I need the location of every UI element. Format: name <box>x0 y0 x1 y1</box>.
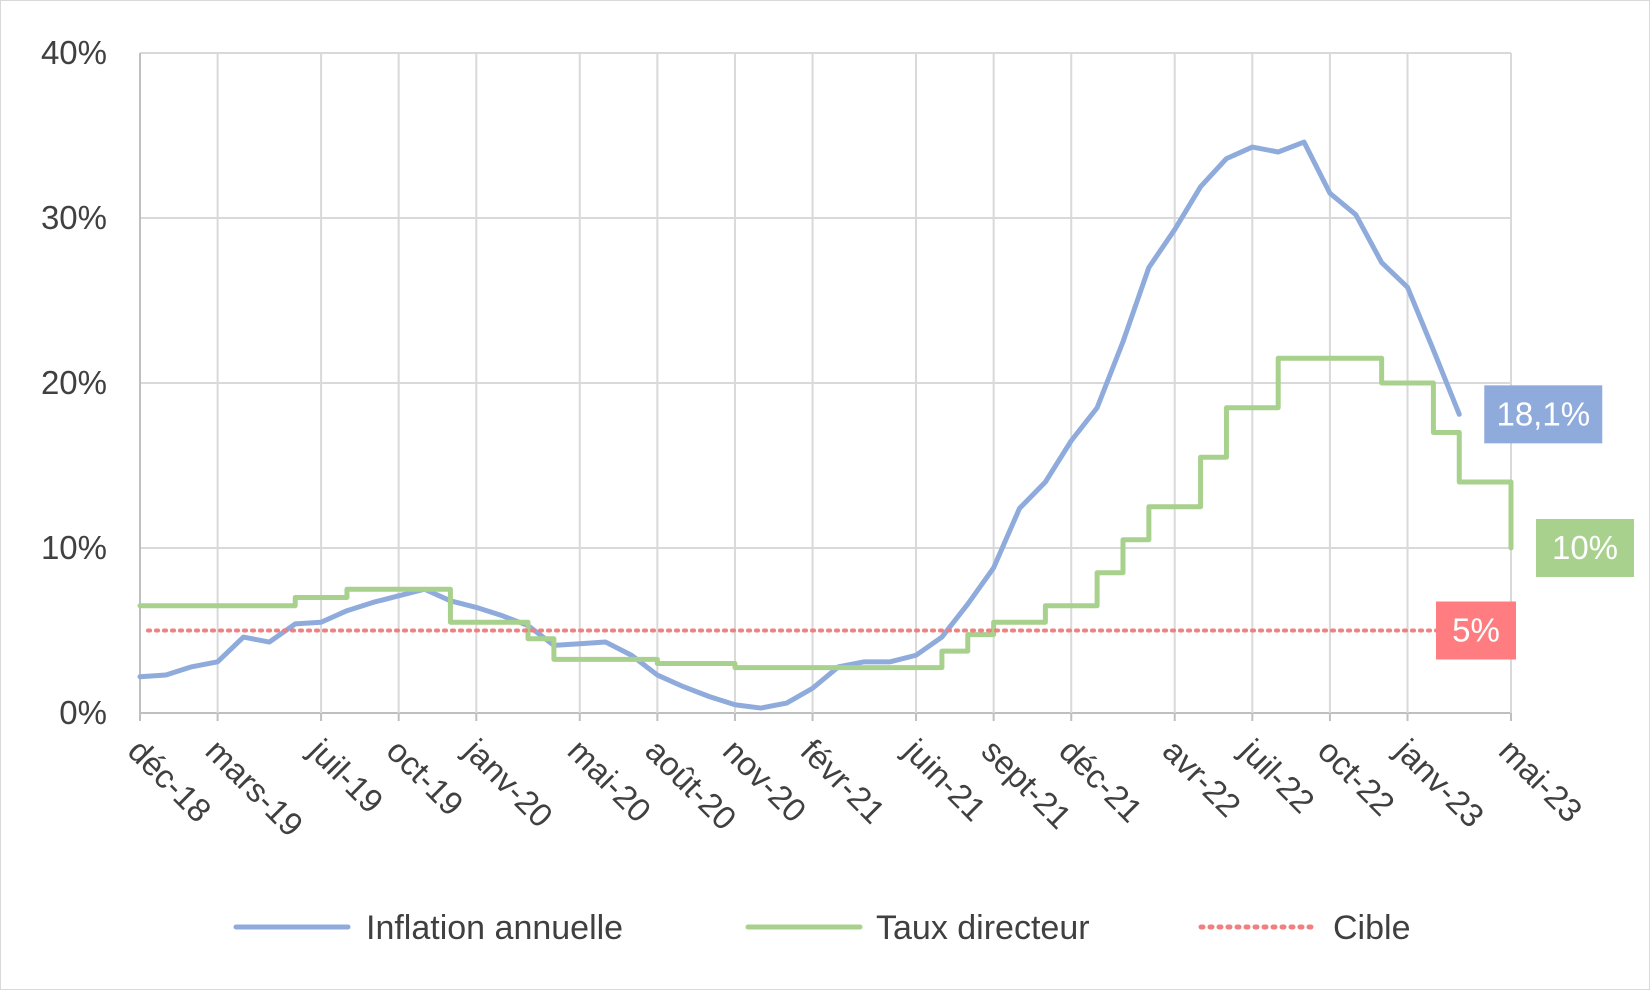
x-tick-label: mai-23 <box>1492 732 1589 829</box>
data-label-box <box>1536 519 1634 577</box>
data-label: 5% <box>1452 612 1500 649</box>
data-label: 10% <box>1552 529 1618 566</box>
x-tick-label: juil-19 <box>301 731 390 820</box>
x-tick-label: févr-21 <box>794 732 893 831</box>
data-label-box <box>1436 601 1516 660</box>
data-label-box <box>1484 385 1603 444</box>
series-line-inflation <box>137 139 1462 711</box>
y-tick-label: 40% <box>41 34 107 71</box>
x-tick-label: mars-19 <box>199 732 311 844</box>
series-line-taux-directeur <box>137 355 1514 671</box>
x-tick-label: oct-19 <box>380 732 471 823</box>
x-tick-label: oct-22 <box>1311 732 1402 823</box>
y-tick-label: 10% <box>41 529 107 566</box>
legend-label: Inflation annuelle <box>366 909 623 947</box>
x-tick-label: juin-21 <box>896 731 993 828</box>
data-label: 18,1% <box>1496 395 1590 432</box>
x-tick-label: mai-20 <box>561 732 658 829</box>
x-tick-label: avr-22 <box>1156 732 1248 824</box>
y-tick-label: 20% <box>41 364 107 401</box>
x-tick-label: janv-20 <box>457 731 560 834</box>
x-tick-label: janv-23 <box>1388 731 1491 834</box>
x-tick-label: déc-18 <box>121 732 219 830</box>
y-tick-label: 30% <box>41 199 107 236</box>
x-tick-label: juil-22 <box>1233 731 1322 820</box>
y-tick-label: 0% <box>59 694 107 731</box>
legend-label: Taux directeur <box>876 909 1090 947</box>
legend-label: Cible <box>1333 909 1410 947</box>
